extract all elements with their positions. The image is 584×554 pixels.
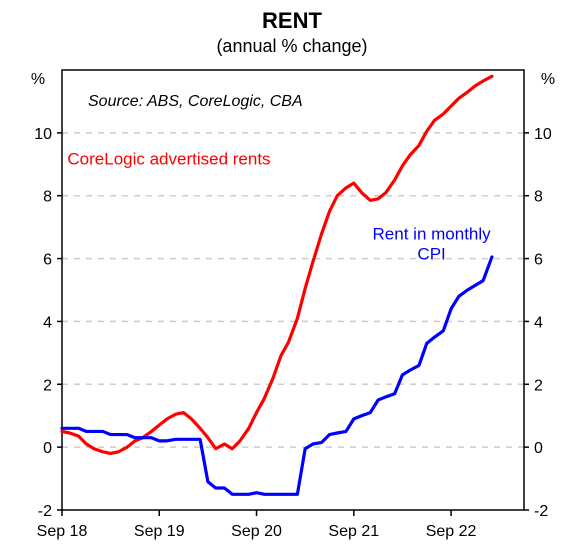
y-label-right: % (541, 71, 555, 88)
x-tick: Sep 18 (37, 523, 88, 540)
label-cpi-2: CPI (417, 245, 445, 264)
x-tick: Sep 19 (134, 523, 185, 540)
y-tick-right: 4 (534, 314, 543, 331)
y-tick-right: 8 (534, 189, 543, 206)
y-tick-left: 8 (43, 189, 52, 206)
y-tick-left: 10 (34, 126, 52, 143)
y-tick-right: 2 (534, 377, 543, 394)
x-tick: Sep 20 (231, 523, 282, 540)
label-cpi-1: Rent in monthly (373, 225, 492, 244)
y-tick-left: 2 (43, 377, 52, 394)
chart-subtitle: (annual % change) (216, 36, 367, 56)
y-label-left: % (31, 71, 45, 88)
x-tick: Sep 21 (328, 523, 379, 540)
x-tick: Sep 22 (426, 523, 477, 540)
y-tick-right: 10 (534, 126, 552, 143)
y-tick-right: 0 (534, 440, 543, 457)
y-tick-left: 0 (43, 440, 52, 457)
chart-svg: RENT (annual % change) -2 -2 0 0 2 2 4 4 6 6 8 8 10 10%… (0, 0, 584, 554)
label-corelogic: CoreLogic advertised rents (67, 149, 270, 168)
y-tick-left: 6 (43, 252, 52, 269)
y-tick-left: -2 (38, 503, 52, 520)
rent-chart: RENT (annual % change) -2 -2 0 0 2 2 4 4 6 6 8 8 10 10%… (0, 0, 584, 554)
series-cpi (62, 257, 492, 494)
chart-title: RENT (262, 8, 322, 33)
source-text: Source: ABS, CoreLogic, CBA (88, 93, 303, 110)
y-tick-left: 4 (43, 314, 52, 331)
y-tick-right: 6 (534, 252, 543, 269)
y-tick-right: -2 (534, 503, 548, 520)
